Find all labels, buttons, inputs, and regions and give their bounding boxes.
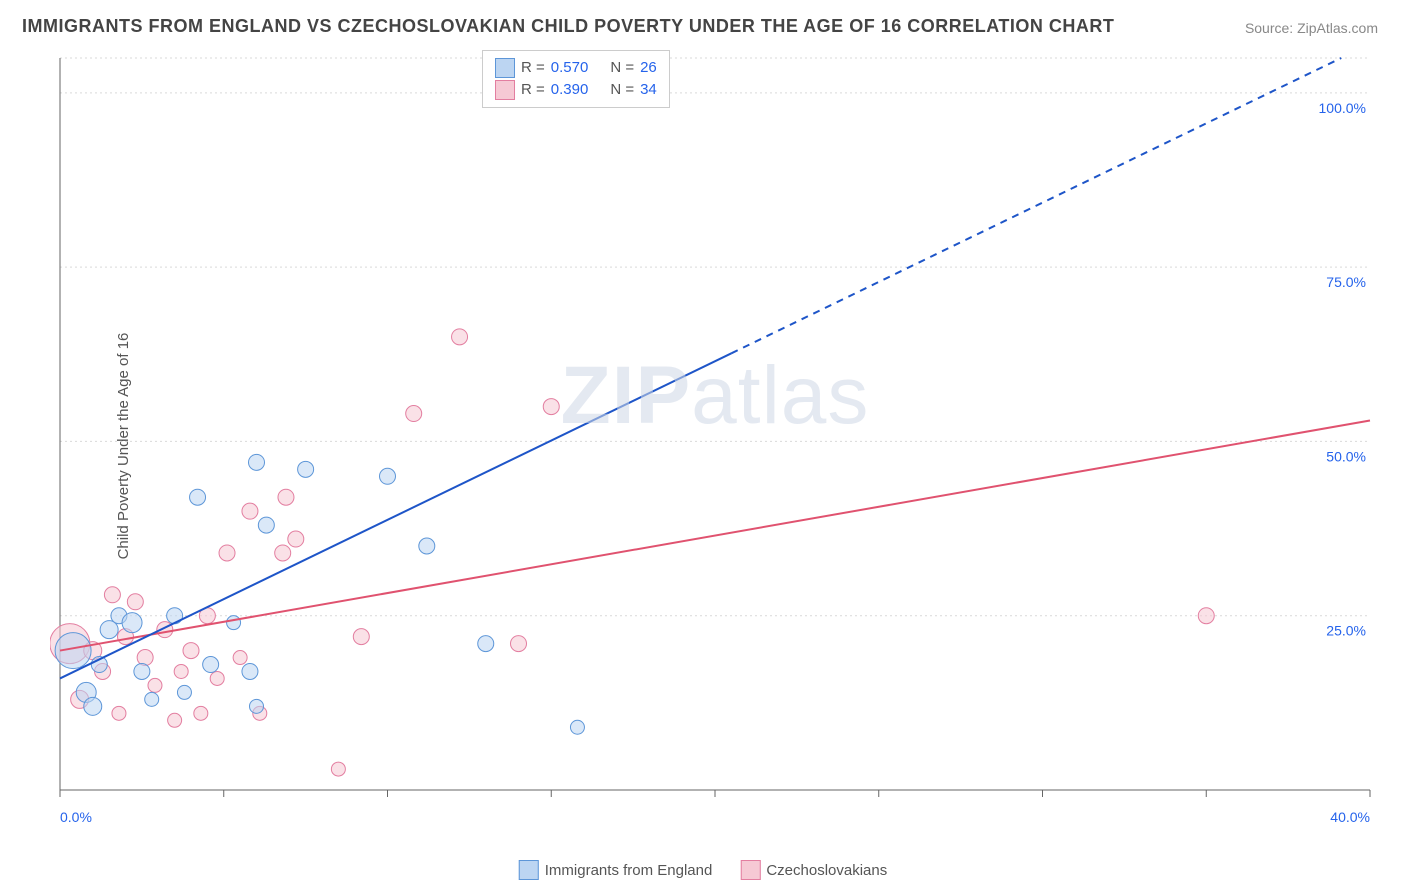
legend-item: Immigrants from England [519, 860, 713, 880]
point-pink [511, 636, 527, 652]
point-blue [242, 663, 258, 679]
point-blue [122, 613, 142, 633]
y-tick-label: 75.0% [1326, 274, 1366, 290]
point-pink [1198, 608, 1214, 624]
point-pink [288, 531, 304, 547]
point-blue [380, 468, 396, 484]
point-blue [570, 720, 584, 734]
point-blue [203, 657, 219, 673]
swatch-blue [495, 58, 515, 78]
point-pink [148, 678, 162, 692]
point-pink [219, 545, 235, 561]
point-blue [177, 685, 191, 699]
y-tick-label: 25.0% [1326, 623, 1366, 639]
point-pink [406, 406, 422, 422]
trendline-blue-dashed [731, 58, 1341, 353]
trendline-blue-solid [60, 353, 731, 678]
point-pink [242, 503, 258, 519]
point-pink [210, 671, 224, 685]
point-pink [233, 651, 247, 665]
legend-row: R =0.570N =26 [495, 57, 657, 79]
swatch-pink [740, 860, 760, 880]
point-blue [145, 692, 159, 706]
point-pink [543, 399, 559, 415]
x-tick-label: 0.0% [60, 809, 92, 825]
point-pink [331, 762, 345, 776]
legend-row: R =0.390N =34 [495, 79, 657, 101]
legend-item: Czechoslovakians [740, 860, 887, 880]
y-tick-label: 50.0% [1326, 448, 1366, 464]
point-blue [298, 461, 314, 477]
point-pink [194, 706, 208, 720]
point-pink [275, 545, 291, 561]
point-pink [127, 594, 143, 610]
point-blue [227, 616, 241, 630]
legend-correlation: R =0.570N =26R =0.390N =34 [482, 50, 670, 108]
legend-series: Immigrants from England Czechoslovakians [519, 860, 887, 880]
point-blue [84, 697, 102, 715]
x-tick-label: 40.0% [1330, 809, 1370, 825]
point-blue [249, 454, 265, 470]
point-pink [112, 706, 126, 720]
legend-label: Immigrants from England [545, 862, 713, 879]
point-pink [137, 650, 153, 666]
point-blue [419, 538, 435, 554]
point-pink [278, 489, 294, 505]
source-label: Source: ZipAtlas.com [1245, 20, 1378, 36]
chart-page: IMMIGRANTS FROM ENGLAND VS CZECHOSLOVAKI… [0, 0, 1406, 892]
swatch-pink [495, 80, 515, 100]
scatter-svg: 25.0% 50.0% 75.0% 100.0% 0.0% 40.0% [50, 48, 1380, 838]
point-blue [250, 699, 264, 713]
legend-label: Czechoslovakians [766, 862, 887, 879]
point-pink [104, 587, 120, 603]
chart-title: IMMIGRANTS FROM ENGLAND VS CZECHOSLOVAKI… [22, 16, 1114, 37]
point-pink [174, 664, 188, 678]
point-pink [183, 643, 199, 659]
swatch-blue [519, 860, 539, 880]
point-blue [258, 517, 274, 533]
point-pink [353, 629, 369, 645]
point-blue [190, 489, 206, 505]
point-blue [134, 663, 150, 679]
point-pink [168, 713, 182, 727]
point-pink [452, 329, 468, 345]
point-blue [478, 636, 494, 652]
y-tick-label: 100.0% [1319, 100, 1366, 116]
plot-area: 25.0%50.0%75.0%100.0% 0.0%40.0% ZIPatlas… [50, 48, 1380, 838]
